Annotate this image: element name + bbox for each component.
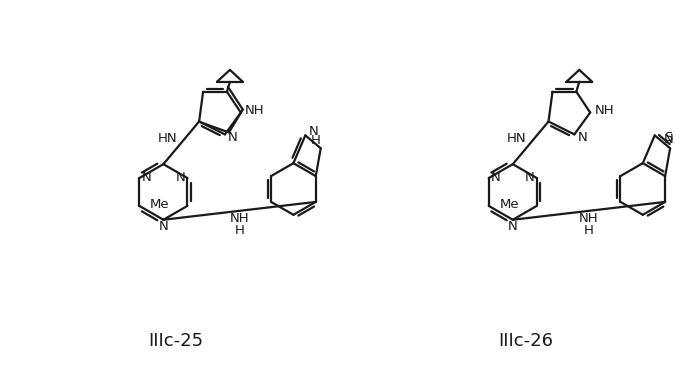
Text: NH: NH (594, 104, 614, 117)
Text: HN: HN (507, 132, 526, 145)
Text: NH: NH (245, 104, 265, 117)
Text: HN: HN (158, 132, 177, 145)
Text: Me: Me (499, 198, 519, 211)
Text: H: H (584, 224, 594, 237)
Text: Me: Me (150, 198, 169, 211)
Text: N: N (491, 171, 500, 184)
Text: NH: NH (230, 212, 249, 225)
Text: N: N (578, 131, 587, 144)
Text: N: N (309, 125, 318, 138)
Text: IIIc-25: IIIc-25 (148, 332, 204, 350)
Text: H: H (311, 134, 321, 147)
Text: N: N (508, 220, 518, 233)
Text: N: N (525, 171, 535, 184)
Text: N: N (176, 171, 186, 184)
Text: H: H (234, 224, 244, 237)
Text: N: N (228, 131, 238, 144)
Text: S: S (664, 131, 673, 144)
Text: N: N (141, 171, 151, 184)
Text: NH: NH (579, 212, 598, 225)
Text: N: N (158, 220, 168, 233)
Text: IIIc-26: IIIc-26 (498, 332, 553, 350)
Text: N: N (664, 133, 673, 146)
